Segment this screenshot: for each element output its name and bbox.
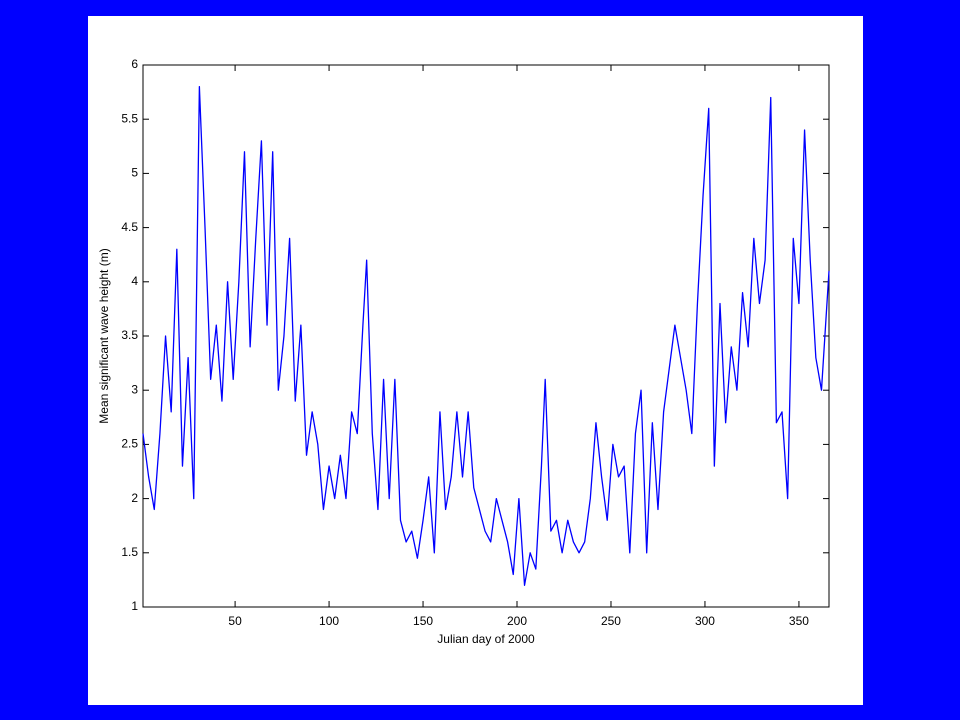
y-tick-label: 4.5: [121, 220, 138, 234]
x-tick-label: 200: [507, 614, 527, 628]
y-tick-label: 3: [131, 382, 138, 396]
data-line: [142, 86, 830, 586]
y-tick-label: 2.5: [121, 437, 138, 451]
y-tick-label: 5.5: [121, 111, 138, 125]
plot-frame: [142, 64, 830, 608]
x-tick-label: 350: [789, 614, 809, 628]
y-tick-label: 6: [131, 57, 138, 71]
y-tick-label: 5: [131, 166, 138, 180]
x-tick-label: 150: [413, 614, 433, 628]
y-tick-label: 2: [131, 491, 138, 505]
y-tick-label: 1.5: [121, 545, 138, 559]
x-tick-label: 250: [601, 614, 621, 628]
slide-panel: [88, 16, 863, 705]
x-tick-label: 100: [319, 614, 339, 628]
x-axis-label: Julian day of 2000: [437, 632, 535, 646]
y-tick-label: 3.5: [121, 328, 138, 342]
y-tick-label: 4: [131, 274, 138, 288]
x-tick-label: 300: [695, 614, 715, 628]
x-tick-label: 50: [228, 614, 242, 628]
y-axis-label: Mean significant wave height (m): [97, 248, 111, 423]
y-tick-label: 1: [131, 599, 138, 613]
